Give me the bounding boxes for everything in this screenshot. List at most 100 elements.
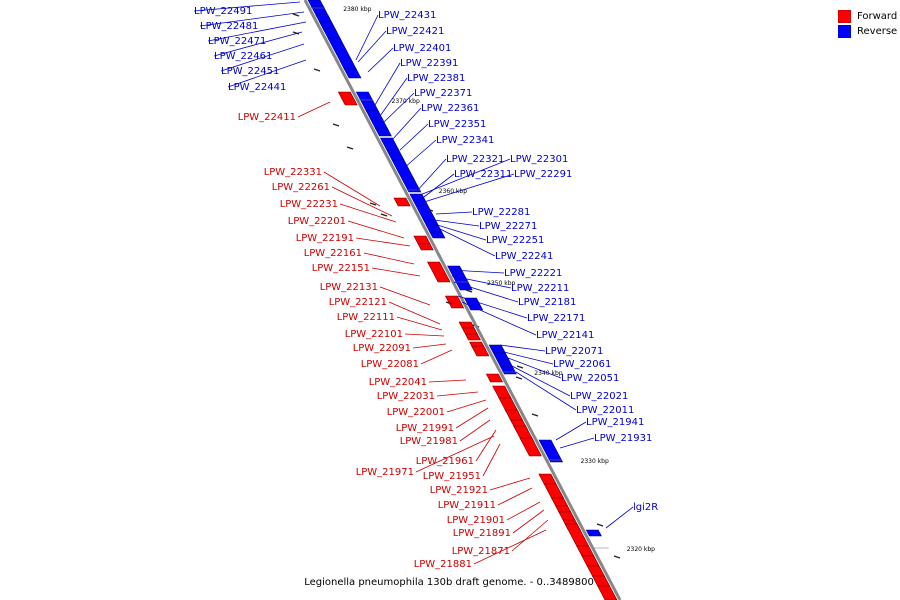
- reverse-gene-label: LPW_22421: [386, 26, 444, 37]
- reverse-gene-leader: [453, 281, 519, 303]
- forward-gene-label: LPW_22131: [320, 282, 378, 293]
- scale-tick-label: 2320 kbp: [627, 546, 655, 553]
- forward-swatch: [838, 10, 851, 23]
- forward-gene-leader: [339, 203, 397, 223]
- forward-gene-label: LPW_21871: [452, 546, 510, 557]
- forward-gene-leader: [404, 333, 445, 337]
- reverse-gene-leader: [419, 173, 455, 201]
- forward-gene-label: LPW_22151: [312, 263, 370, 274]
- forward-gene-label: LPW_21981: [400, 436, 458, 447]
- forward-gene-leader: [347, 220, 405, 239]
- misc-feature-mark: [346, 146, 354, 150]
- reverse-gene-label: lgi2R: [633, 502, 658, 513]
- scale-tick-label: 2360 kbp: [439, 188, 467, 195]
- reverse-feature: [496, 359, 514, 368]
- reverse-gene-label: LPW_22271: [479, 221, 537, 232]
- scale-tick-label: 2330 kbp: [581, 458, 609, 465]
- forward-gene-label: LPW_22001: [387, 407, 445, 418]
- reverse-gene-label: LPW_22221: [504, 268, 562, 279]
- forward-gene-label: LPW_22261: [272, 182, 330, 193]
- forward-gene-label: LPW_22231: [280, 199, 338, 210]
- reverse-gene-label: LPW_22431: [378, 10, 436, 21]
- forward-gene-leader: [420, 349, 453, 365]
- forward-gene-leader: [371, 267, 421, 277]
- forward-gene-leader: [379, 286, 431, 306]
- reverse-feature: [374, 127, 392, 137]
- reverse-gene-leader: [449, 269, 505, 274]
- reverse-gene-label: LPW_22171: [527, 313, 585, 324]
- reverse-gene-leader: [391, 107, 422, 141]
- reverse-gene-label: LPW_22291: [514, 169, 572, 180]
- reverse-gene-label: LPW_22451: [221, 66, 279, 77]
- forward-gene-label: LPW_21991: [396, 423, 454, 434]
- forward-feature: [485, 373, 504, 383]
- forward-gene-label: LPW_22031: [377, 391, 435, 402]
- reverse-gene-leader: [451, 275, 512, 289]
- reverse-gene-label: LPW_22401: [393, 43, 451, 54]
- reverse-gene-leader: [227, 59, 307, 88]
- reverse-gene-label: LPW_22391: [400, 58, 458, 69]
- forward-gene-leader: [412, 343, 447, 349]
- reverse-gene-label: LPW_22051: [561, 373, 619, 384]
- scale-tick-label: 2350 kbp: [487, 280, 515, 287]
- forward-gene-label: LPW_21971: [356, 467, 414, 478]
- scale-tick-label: 2380 kbp: [343, 6, 371, 13]
- forward-feature: [464, 333, 481, 341]
- legend-item-forward: Forward: [838, 9, 897, 24]
- reverse-gene-leader: [605, 506, 634, 529]
- reverse-gene-label: LPW_22471: [208, 36, 266, 47]
- forward-gene-leader: [436, 391, 479, 397]
- reverse-gene-leader: [403, 139, 437, 169]
- forward-gene-leader: [482, 443, 501, 477]
- forward-feature: [393, 197, 411, 207]
- reverse-gene-label: LPW_22481: [200, 21, 258, 32]
- reverse-gene-leader: [371, 62, 401, 111]
- reverse-gene-leader: [507, 357, 562, 379]
- reverse-gene-leader: [503, 351, 554, 365]
- forward-gene-leader: [473, 529, 547, 565]
- misc-feature-mark: [313, 68, 321, 72]
- forward-gene-leader: [297, 101, 331, 118]
- reverse-gene-leader: [419, 158, 511, 196]
- forward-gene-leader: [331, 186, 393, 217]
- reverse-gene-label: LPW_22251: [486, 235, 544, 246]
- forward-gene-leader: [455, 407, 489, 429]
- reverse-gene-leader: [357, 30, 387, 63]
- forward-gene-leader: [355, 237, 411, 247]
- reverse-feature: [538, 439, 564, 463]
- reverse-gene-label: LPW_22061: [553, 359, 611, 370]
- forward-feature: [417, 243, 434, 251]
- forward-gene-label: LPW_22191: [296, 233, 354, 244]
- map-caption: Legionella pneumophila 130b draft genome…: [304, 577, 594, 588]
- misc-feature-mark: [369, 202, 377, 206]
- reverse-gene-leader: [457, 295, 528, 319]
- forward-feature: [597, 585, 618, 600]
- forward-gene-label: LPW_22161: [304, 248, 362, 259]
- forward-gene-label: LPW_22331: [264, 167, 322, 178]
- misc-feature-mark: [292, 13, 300, 17]
- reverse-gene-label: LPW_22461: [214, 51, 272, 62]
- reverse-gene-leader: [355, 14, 379, 61]
- reverse-gene-label: LPW_22301: [510, 154, 568, 165]
- legend: Forward Reverse: [838, 9, 897, 39]
- reverse-gene-leader: [437, 227, 496, 257]
- reverse-feature: [585, 529, 602, 537]
- reverse-gene-leader: [383, 92, 415, 123]
- misc-feature-mark: [426, 208, 434, 212]
- reverse-gene-leader: [511, 365, 571, 397]
- forward-gene-leader: [506, 501, 541, 521]
- forward-gene-label: LPW_22411: [238, 112, 296, 123]
- misc-feature-mark: [292, 31, 300, 35]
- forward-gene-label: LPW_21881: [414, 559, 472, 570]
- reverse-gene-label: LPW_22071: [545, 346, 603, 357]
- forward-gene-label: LPW_22041: [369, 377, 427, 388]
- forward-feature: [413, 235, 431, 245]
- legend-label-forward: Forward: [857, 11, 898, 22]
- reverse-gene-label: LPW_21931: [594, 433, 652, 444]
- forward-gene-label: LPW_21961: [416, 456, 474, 467]
- forward-feature: [337, 91, 358, 106]
- reverse-gene-leader: [379, 77, 408, 117]
- forward-feature: [519, 437, 542, 457]
